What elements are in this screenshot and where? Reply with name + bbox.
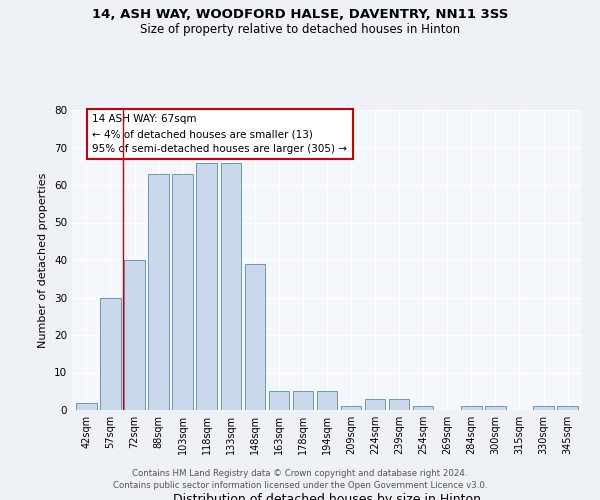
Bar xyxy=(317,391,337,410)
Bar xyxy=(196,162,217,410)
Text: Size of property relative to detached houses in Hinton: Size of property relative to detached ho… xyxy=(140,22,460,36)
Y-axis label: Number of detached properties: Number of detached properties xyxy=(38,172,49,348)
Bar xyxy=(485,406,506,410)
Bar xyxy=(76,402,97,410)
Bar xyxy=(269,391,289,410)
Bar xyxy=(245,264,265,410)
Text: 14 ASH WAY: 67sqm
← 4% of detached houses are smaller (13)
95% of semi-detached : 14 ASH WAY: 67sqm ← 4% of detached house… xyxy=(92,114,347,154)
Bar xyxy=(557,406,578,410)
Bar xyxy=(124,260,145,410)
Bar xyxy=(461,406,482,410)
Bar xyxy=(413,406,433,410)
Bar xyxy=(100,298,121,410)
X-axis label: Distribution of detached houses by size in Hinton: Distribution of detached houses by size … xyxy=(173,493,481,500)
Text: Contains public sector information licensed under the Open Government Licence v3: Contains public sector information licen… xyxy=(113,481,487,490)
Bar xyxy=(172,174,193,410)
Bar xyxy=(365,399,385,410)
Bar xyxy=(533,406,554,410)
Bar xyxy=(148,174,169,410)
Bar xyxy=(293,391,313,410)
Bar xyxy=(341,406,361,410)
Bar xyxy=(389,399,409,410)
Text: Contains HM Land Registry data © Crown copyright and database right 2024.: Contains HM Land Registry data © Crown c… xyxy=(132,468,468,477)
Bar xyxy=(221,162,241,410)
Text: 14, ASH WAY, WOODFORD HALSE, DAVENTRY, NN11 3SS: 14, ASH WAY, WOODFORD HALSE, DAVENTRY, N… xyxy=(92,8,508,20)
